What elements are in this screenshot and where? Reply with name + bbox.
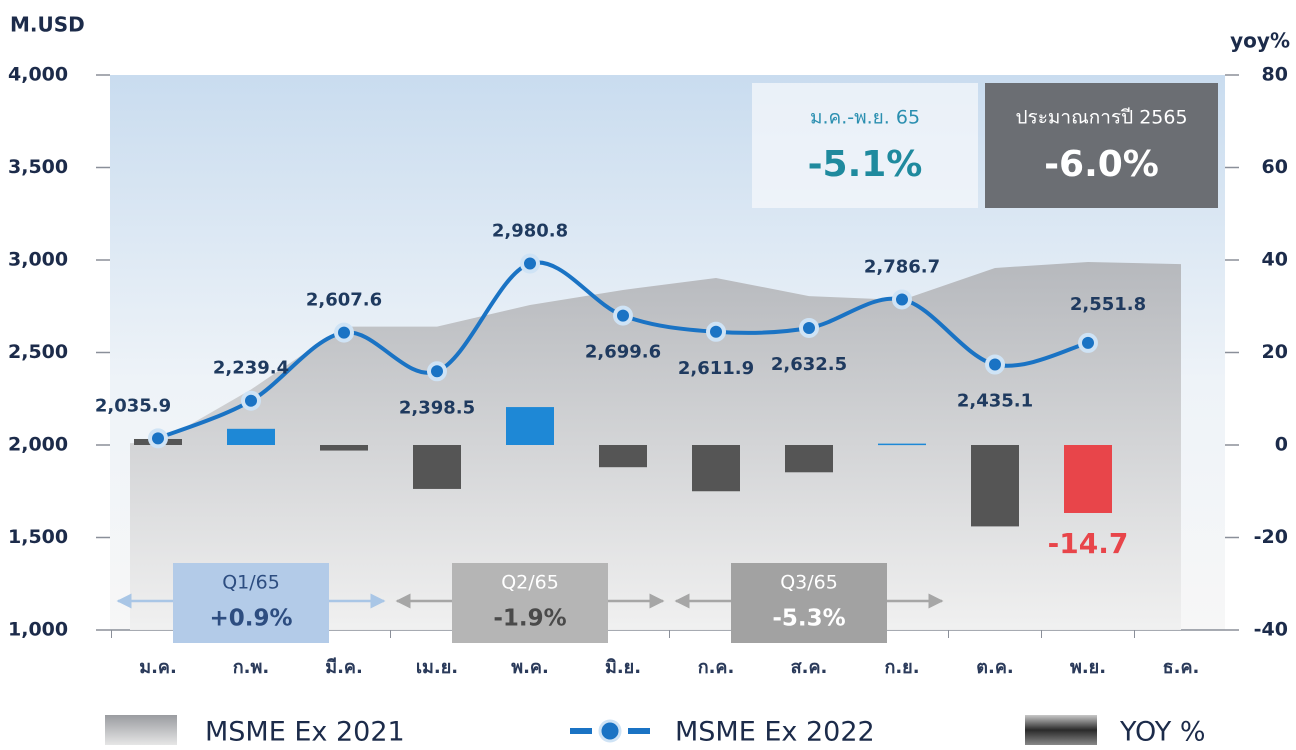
quarter-value: -5.3% <box>772 606 845 632</box>
y2-tick-label: 60 <box>1262 156 1288 178</box>
legend-swatch <box>1025 715 1097 745</box>
legend-label: MSME Ex 2021 <box>205 717 405 748</box>
y-tick-label: 3,500 <box>8 156 68 178</box>
quarter-box <box>731 563 887 643</box>
x-tick-label: พ.ย. <box>1070 657 1106 678</box>
line <box>157 260 1089 441</box>
quarter-name: Q2/65 <box>501 572 559 594</box>
point <box>334 322 354 343</box>
point <box>799 317 819 338</box>
bar-label: -14.7 <box>1048 527 1129 560</box>
quarter-box <box>452 563 608 643</box>
bar <box>785 445 833 473</box>
y2-tick-label: 40 <box>1262 249 1288 271</box>
point <box>148 428 168 449</box>
summary-value: -5.1% <box>808 144 923 185</box>
y2-tick-label: 20 <box>1262 341 1288 363</box>
summary-value: -6.0% <box>1044 144 1159 185</box>
y-tick-label: 4,000 <box>8 64 68 86</box>
point <box>427 361 447 382</box>
point <box>1078 332 1098 353</box>
point <box>613 305 633 326</box>
quarter-name: Q1/65 <box>222 572 280 594</box>
legend-swatch <box>598 719 622 743</box>
x-tick-label: ส.ค. <box>791 657 828 678</box>
bar <box>227 428 275 445</box>
x-tick-label: ก.ย. <box>884 657 919 678</box>
x-tick-label: มิ.ย. <box>605 657 641 678</box>
bar <box>692 445 740 492</box>
bar <box>320 445 368 451</box>
y2-tick-label: -20 <box>1254 526 1288 548</box>
point-label: 2,607.6 <box>306 290 382 311</box>
y2-tick-label: -40 <box>1254 619 1288 641</box>
y2-axis-label: yoy% <box>1230 29 1290 53</box>
legend-label: YOY % <box>1119 717 1206 748</box>
x-tick-label: มี.ค. <box>325 657 363 678</box>
point <box>520 253 540 274</box>
point <box>892 289 912 310</box>
legend-swatch <box>105 715 177 745</box>
x-tick-label: ก.พ. <box>233 657 269 678</box>
point <box>241 390 261 411</box>
bar <box>506 407 554 445</box>
summary-title: ประมาณการปี 2565 <box>1015 107 1187 129</box>
bar <box>878 443 926 446</box>
y-tick-label: 2,000 <box>8 434 68 456</box>
y2-tick-label: 0 <box>1275 434 1288 456</box>
quarter-value: -1.9% <box>493 606 566 632</box>
y-axis-label: M.USD <box>10 13 85 37</box>
x-tick-label: ธ.ค. <box>1163 657 1200 678</box>
bar <box>1064 445 1112 513</box>
point <box>985 354 1005 375</box>
x-tick-label: ก.ค. <box>698 657 735 678</box>
summary-title: ม.ค.-พ.ย. 65 <box>810 107 920 129</box>
point-label: 2,035.9 <box>95 395 171 416</box>
x-tick-label: เม.ย. <box>416 657 458 678</box>
summary-box <box>985 83 1218 208</box>
x-tick-label: ต.ค. <box>976 657 1013 678</box>
point-label: 2,398.5 <box>399 397 475 418</box>
point-label: 2,611.9 <box>678 358 754 379</box>
legend-label: MSME Ex 2022 <box>675 717 875 748</box>
bar <box>599 445 647 468</box>
point-label: 2,980.8 <box>492 221 568 242</box>
y-tick-label: 3,000 <box>8 249 68 271</box>
point-label: 2,786.7 <box>864 256 940 277</box>
bar <box>971 445 1019 527</box>
point-label: 2,435.1 <box>957 391 1033 412</box>
summary-box <box>752 83 978 208</box>
point-label: 2,632.5 <box>771 354 847 375</box>
y-tick-label: 1,000 <box>8 619 68 641</box>
y-tick-label: 2,500 <box>8 341 68 363</box>
x-tick-label: ม.ค. <box>139 657 177 678</box>
point-label: 2,699.6 <box>585 342 661 363</box>
point-label: 2,239.4 <box>213 358 289 379</box>
y-tick-label: 1,500 <box>8 526 68 548</box>
bar <box>413 445 461 489</box>
quarter-value: +0.9% <box>209 606 292 632</box>
quarter-box <box>173 563 329 643</box>
quarter-name: Q3/65 <box>780 572 838 594</box>
y2-tick-label: 80 <box>1262 64 1288 86</box>
point-label: 2,551.8 <box>1070 294 1146 315</box>
point <box>706 321 726 342</box>
x-tick-label: พ.ค. <box>511 657 549 678</box>
